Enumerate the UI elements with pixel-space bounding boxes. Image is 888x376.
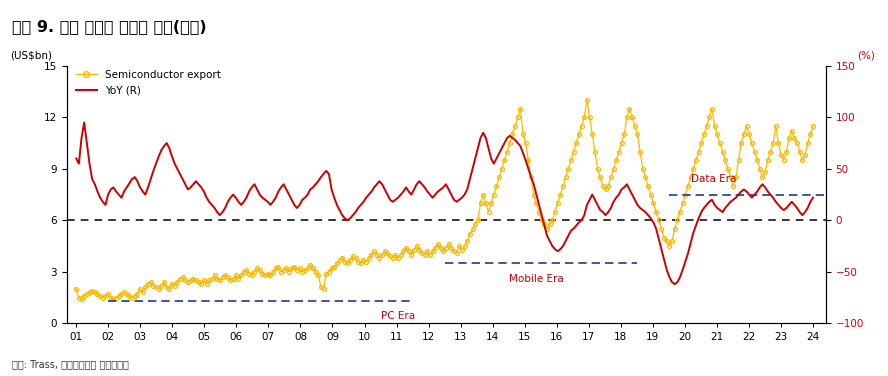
Text: Data Era: Data Era bbox=[691, 174, 737, 184]
Text: 그림 9. 한국 반도체 수출액 추이(월별): 그림 9. 한국 반도체 수출액 추이(월별) bbox=[12, 19, 206, 34]
Text: (%): (%) bbox=[857, 51, 876, 61]
Text: 자료: Trass, 미래에셋증권 리서치센터: 자료: Trass, 미래에셋증권 리서치센터 bbox=[12, 359, 129, 369]
Text: Mobile Era: Mobile Era bbox=[509, 274, 564, 284]
Legend: Semiconductor export, YoY (R): Semiconductor export, YoY (R) bbox=[72, 66, 226, 99]
Text: (US$bn): (US$bn) bbox=[10, 51, 52, 61]
Text: PC Era: PC Era bbox=[381, 311, 415, 321]
